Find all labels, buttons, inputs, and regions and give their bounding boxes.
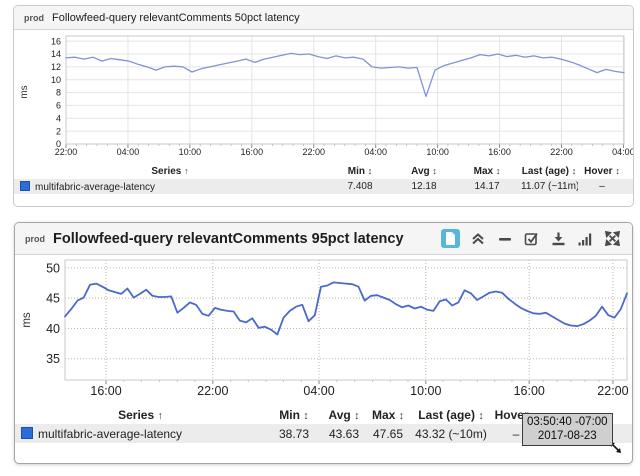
- svg-text:50: 50: [46, 261, 60, 275]
- series-name: multifabric-average-latency: [38, 426, 183, 441]
- svg-text:22:00: 22:00: [55, 147, 78, 157]
- svg-text:22:00: 22:00: [550, 147, 573, 157]
- series-last: 11.07 (~11m): [521, 181, 578, 192]
- chart-area: ms 35 40 45 50 16:00 22:00 04:00 10:00 16:00 22:0…: [15, 255, 632, 446]
- document-icon[interactable]: [441, 229, 460, 248]
- svg-text:14: 14: [51, 49, 61, 59]
- y-axis-label: ms: [21, 312, 33, 328]
- svg-text:04:00: 04:00: [303, 384, 334, 398]
- sort-hover[interactable]: Hover ↕: [584, 166, 620, 177]
- svg-text:10:00: 10:00: [410, 384, 441, 398]
- sort-icon: ↕: [571, 166, 577, 176]
- panel-header: prod Followfeed-query relevantComments 9…: [15, 223, 632, 255]
- svg-text:22:00: 22:00: [302, 147, 325, 157]
- sort-min[interactable]: Min ↕: [279, 408, 309, 422]
- svg-text:22:00: 22:00: [197, 384, 228, 398]
- legend-header-row: Series ↑ Min ↕ Avg ↕ Max ↕ Last (age) ↕ …: [14, 164, 633, 179]
- download-icon[interactable]: [549, 229, 568, 248]
- svg-text:16:00: 16:00: [90, 384, 121, 398]
- svg-text:16:00: 16:00: [488, 147, 511, 157]
- svg-text:6: 6: [56, 101, 61, 111]
- chart-panel-95pct: prod Followfeed-query relevantComments 9…: [14, 222, 633, 464]
- svg-text:8: 8: [56, 88, 61, 98]
- sort-series[interactable]: Series ↑: [151, 166, 189, 177]
- sort-asc-icon: ↑: [184, 166, 189, 176]
- sort-last[interactable]: Last (age) ↕: [521, 166, 577, 177]
- sort-icon: ↕: [495, 166, 501, 176]
- sort-icon: ↕: [303, 410, 309, 422]
- svg-text:04:00: 04:00: [117, 147, 140, 157]
- panel-title: Followfeed-query relevantComments 95pct …: [53, 230, 404, 247]
- series-avg: 12.18: [411, 181, 437, 192]
- svg-text:0: 0: [56, 139, 61, 149]
- env-badge: prod: [24, 12, 44, 23]
- tooltip-time: 03:50:40 -07:00: [527, 416, 608, 428]
- legend-table: Series ↑ Min ↕ Avg ↕ Max ↕ Last (age) ↕ …: [15, 406, 632, 443]
- minimize-icon[interactable]: [495, 229, 514, 248]
- sort-icon: ↕: [615, 166, 620, 176]
- svg-text:35: 35: [46, 352, 60, 366]
- svg-text:16:00: 16:00: [514, 384, 545, 398]
- panel-toolbar: [441, 229, 622, 248]
- series-min: 7.408: [347, 181, 373, 192]
- sort-min[interactable]: Min ↕: [347, 166, 373, 177]
- legend-table: Series ↑ Min ↕ Avg ↕ Max ↕ Last (age) ↕ …: [14, 164, 633, 194]
- series-min: 38.73: [278, 426, 310, 441]
- svg-text:10: 10: [51, 75, 61, 85]
- svg-text:22:00: 22:00: [597, 384, 628, 398]
- series-avg: 43.63: [328, 426, 360, 441]
- svg-text:45: 45: [46, 292, 60, 306]
- sort-series[interactable]: Series ↑: [118, 408, 163, 422]
- sort-avg[interactable]: Avg ↕: [328, 408, 360, 422]
- svg-text:2: 2: [56, 126, 61, 136]
- chart-area: ms 0 2 4 6 8 10 12 14 16 22:00 04:00 10:00 16:00 22:0…: [14, 30, 633, 162]
- svg-text:04:00: 04:00: [364, 147, 387, 157]
- sort-icon: ↕: [354, 410, 360, 422]
- svg-text:16:00: 16:00: [241, 147, 264, 157]
- latency-chart-50pct[interactable]: ms 0 2 4 6 8 10 12 14 16 22:00 04:00 10:00 16:00 22:0…: [14, 30, 634, 162]
- series-max: 14.17: [474, 181, 500, 192]
- series-hover: –: [512, 426, 520, 441]
- bar-chart-icon[interactable]: [576, 229, 595, 248]
- latency-chart-95pct[interactable]: ms 35 40 45 50 16:00 22:00 04:00 10:00 16:00 22:0…: [15, 255, 630, 401]
- series-swatch: [20, 180, 30, 191]
- legend-header-row: Series ↑ Min ↕ Avg ↕ Max ↕ Last (age) ↕ …: [15, 406, 632, 424]
- panel-header: prod Followfeed-query relevantComments 5…: [14, 6, 633, 30]
- panel-title: Followfeed-query relevantComments 50pct …: [52, 11, 300, 24]
- svg-text:4: 4: [56, 113, 61, 123]
- env-badge: prod: [25, 233, 45, 244]
- svg-text:12: 12: [51, 62, 61, 72]
- svg-text:04:00: 04:00: [612, 147, 634, 157]
- y-axis-label: ms: [19, 85, 30, 98]
- sort-icon: ↕: [478, 410, 484, 422]
- sort-max[interactable]: Max ↕: [371, 408, 405, 422]
- sort-icon: ↕: [398, 410, 405, 422]
- sort-last[interactable]: Last (age) ↕: [418, 408, 484, 422]
- hover-tooltip: 03:50:40 -07:00 2017-08-23: [522, 413, 613, 446]
- series-max: 47.65: [372, 426, 404, 441]
- svg-text:10:00: 10:00: [179, 147, 202, 157]
- sort-icon: ↕: [367, 166, 373, 176]
- collapse-panel-icon[interactable]: [468, 229, 487, 248]
- sort-avg[interactable]: Avg ↕: [411, 166, 437, 177]
- svg-text:10:00: 10:00: [426, 147, 449, 157]
- sort-max[interactable]: Max ↕: [473, 166, 501, 177]
- series-swatch: [21, 426, 33, 439]
- chart-panel-50pct: prod Followfeed-query relevantComments 5…: [13, 5, 634, 207]
- fullscreen-icon[interactable]: [603, 229, 622, 248]
- legend-series-row[interactable]: multifabric-average-latency 38.73 43.63 …: [15, 424, 632, 443]
- tooltip-date: 2017-08-23: [537, 430, 597, 443]
- checkbox-icon[interactable]: [522, 229, 541, 248]
- series-last: 43.32 (~10m): [415, 426, 487, 441]
- svg-text:16: 16: [51, 36, 61, 46]
- legend-series-row[interactable]: multifabric-average-latency 7.408 12.18 …: [14, 179, 633, 194]
- series-name: multifabric-average-latency: [35, 181, 156, 193]
- sort-icon: ↕: [432, 166, 437, 176]
- svg-text:40: 40: [46, 322, 60, 336]
- series-hover: –: [599, 181, 605, 192]
- sort-asc-icon: ↑: [157, 410, 163, 422]
